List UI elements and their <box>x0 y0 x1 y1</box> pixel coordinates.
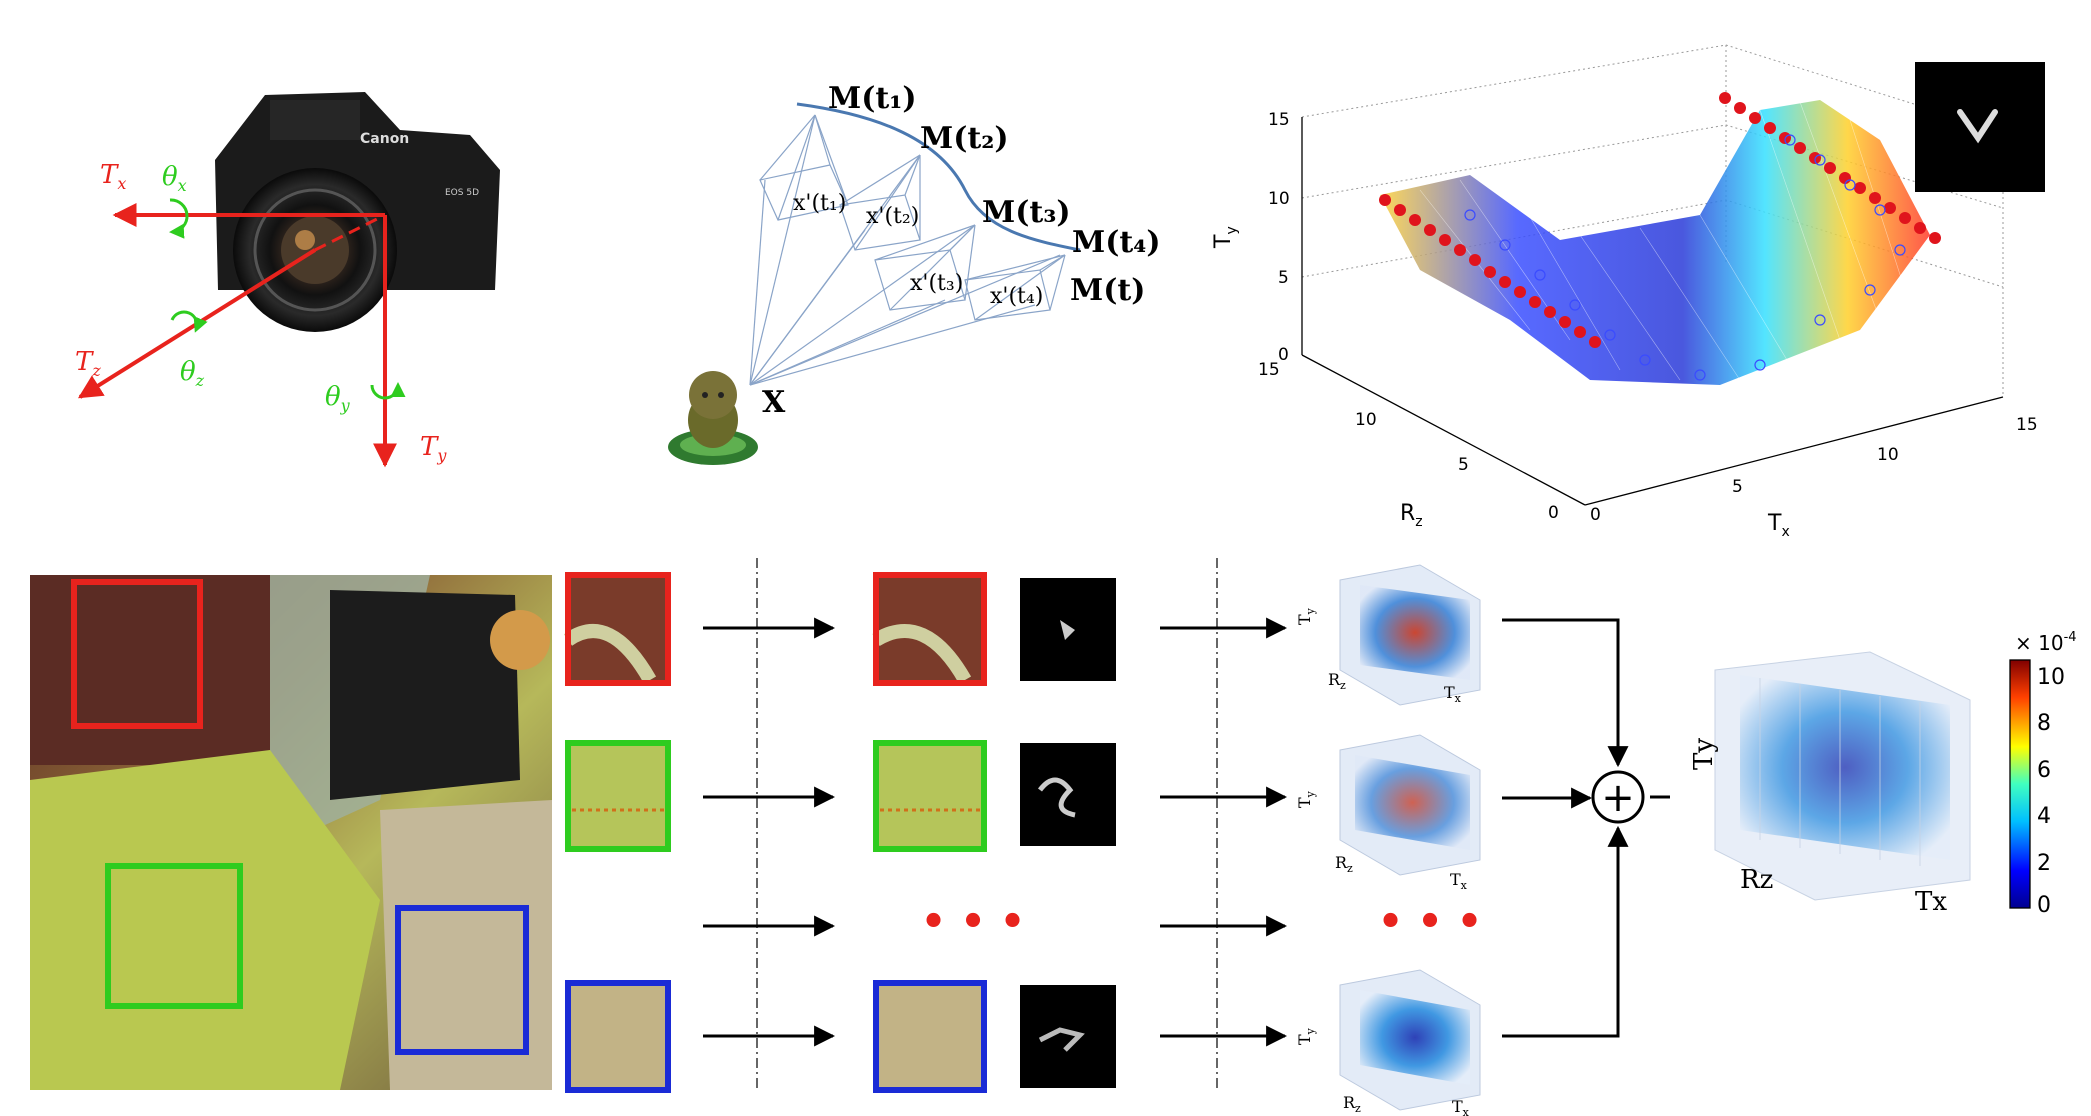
figurine-icon <box>668 371 758 465</box>
colorbar-scale: × 10-4 <box>2015 630 2077 655</box>
surface-rz-ticks: 15 10 5 0 <box>1258 360 1559 523</box>
input-patches <box>563 572 671 1093</box>
theta-z-label: θz <box>180 357 205 390</box>
blue-patch <box>873 980 987 1093</box>
surface-mesh <box>1380 100 1930 385</box>
pose-label: M(t₂) <box>920 121 1009 156</box>
result-panel: Ty Rz Tx × 10-4 10 8 6 4 2 0 <box>1689 630 2077 918</box>
colorbar-tick: 10 <box>2037 665 2065 690</box>
red-patch-box <box>71 579 203 729</box>
tx-label: Tx <box>1444 683 1462 705</box>
surface-y-label: Ty <box>1211 226 1240 249</box>
blur-kernels <box>1020 578 1116 1088</box>
frustums <box>749 114 1066 386</box>
surface-axes <box>1301 117 2004 506</box>
tx-label: Tx <box>1450 870 1468 892</box>
projection-label: x'(t₃) <box>910 271 963 296</box>
colorbar-tick: 6 <box>2037 758 2051 783</box>
red-patch <box>873 572 987 686</box>
volume-green: Ty Rz Tx <box>1295 734 1481 892</box>
tick-label: 10 <box>1355 410 1377 430</box>
surface-markers <box>1379 92 1941 348</box>
pose-label: M(t₁) <box>828 81 917 116</box>
projection-label: x'(t₂) <box>866 204 919 229</box>
surface-sample-circles <box>1464 134 1906 381</box>
trajectory-panel: x'(t₁) x'(t₂) x'(t₃) x'(t₄) M(t₁) M(t₂) … <box>668 81 1161 465</box>
projection-label: x'(t₄) <box>990 284 1043 309</box>
camera-panel: Canon EOS 5D Tx Tz Ty θx θz θy <box>75 92 500 468</box>
ellipsis: • • • <box>921 899 1026 945</box>
pose-label: M(t) <box>1070 273 1145 308</box>
tick-label: 0 <box>1278 345 1289 365</box>
rz-label: Rz <box>1328 670 1346 692</box>
tick-label: 10 <box>1877 445 1899 465</box>
arrows-stage-2 <box>1160 617 1288 1047</box>
surface-panel: 15 10 5 0 15 10 5 0 0 5 10 15 Ty Rz Tx <box>1211 44 2045 540</box>
result-rz-label: Rz <box>1740 865 1773 895</box>
green-patch <box>565 740 671 852</box>
ty-label: Ty <box>1295 607 1317 625</box>
tick-label: 10 <box>1268 189 1290 209</box>
theta-y-label: θy <box>325 382 351 415</box>
tick-label: 5 <box>1278 268 1289 288</box>
blue-patch <box>565 980 671 1093</box>
rz-label: Rz <box>1335 853 1353 875</box>
volume-blue: Ty Rz Tx <box>1295 969 1481 1116</box>
red-patch <box>565 572 671 686</box>
tick-label: 5 <box>1458 455 1469 475</box>
colorbar-tick: 2 <box>2037 851 2051 876</box>
camera-brand: Canon <box>360 131 409 147</box>
tx-axis-label: Tx <box>100 160 126 193</box>
tick-label: 15 <box>2016 415 2038 435</box>
arrows-stage-1 <box>703 617 836 1047</box>
projection-labels: x'(t₁) x'(t₂) x'(t₃) x'(t₄) <box>793 191 1043 309</box>
surface-tx-ticks: 0 5 10 15 <box>1590 415 2038 525</box>
green-patch <box>873 740 987 852</box>
deblurred-patches: • • • <box>872 572 1026 1093</box>
surface-y-ticks: 15 10 5 0 <box>1268 110 1290 365</box>
ty-axis-label: Ty <box>420 432 447 465</box>
camera-model: EOS 5D <box>445 188 479 198</box>
camera-axes <box>77 198 406 468</box>
projection-label: x'(t₁) <box>793 191 846 216</box>
result-ty-label: Ty <box>1689 738 1719 770</box>
green-patch-box <box>105 863 243 1009</box>
surface-tx-label: Tx <box>1767 511 1790 540</box>
colorbar-tick: 0 <box>2037 893 2051 918</box>
pose-volumes: Ty Rz Tx Ty Rz Tx • • • Ty Rz Tx <box>1295 564 1483 1116</box>
pose-label: M(t₄) <box>1072 225 1161 260</box>
theta-x-label: θx <box>162 162 187 195</box>
colorbar <box>2009 659 2031 909</box>
result-tx-label: Tx <box>1915 887 1947 917</box>
tick-label: 0 <box>1548 503 1559 523</box>
kernel-thumbnail <box>1915 62 2045 192</box>
sum-symbol: + <box>1601 775 1635 821</box>
camera-icon: Canon EOS 5D <box>215 92 500 332</box>
tick-label: 15 <box>1258 360 1280 380</box>
ty-label: Ty <box>1295 1027 1317 1045</box>
summation-lines <box>1502 618 1670 1038</box>
blurred-scene-image <box>30 575 552 1090</box>
tz-axis-label: Tz <box>75 347 101 380</box>
colorbar-ticks: 10 8 6 4 2 0 <box>2037 665 2065 918</box>
trajectory-curve <box>796 102 1081 252</box>
colorbar-tick: 8 <box>2037 711 2051 736</box>
tick-label: 0 <box>1590 505 1601 525</box>
tick-label: 5 <box>1732 477 1743 497</box>
surface-rz-label: Rz <box>1400 501 1423 530</box>
volume-red: Ty Rz Tx <box>1295 564 1481 706</box>
pose-labels: M(t₁) M(t₂) M(t₃) M(t₄) M(t) X <box>762 81 1161 420</box>
blue-patch-box <box>395 905 529 1055</box>
pose-label: M(t₃) <box>982 195 1071 230</box>
sum-node: + <box>1591 770 1645 824</box>
point-label: X <box>762 385 786 420</box>
tick-label: 15 <box>1268 110 1290 130</box>
tx-label: Tx <box>1452 1097 1470 1116</box>
colorbar-tick: 4 <box>2037 804 2051 829</box>
ty-label: Ty <box>1295 790 1317 808</box>
ellipsis: • • • <box>1378 899 1483 945</box>
rz-label: Rz <box>1343 1093 1361 1115</box>
